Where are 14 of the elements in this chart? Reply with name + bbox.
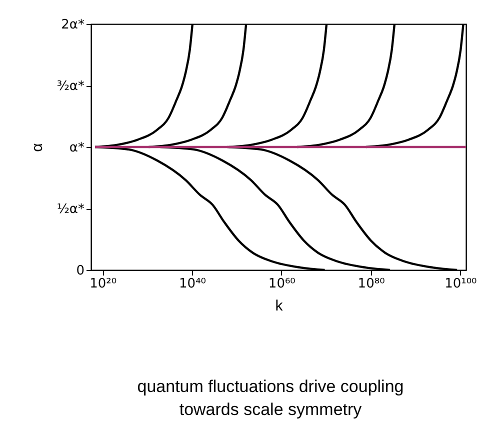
y-tick-label: ³⁄₂α* xyxy=(56,79,85,94)
y-axis-title: α xyxy=(28,142,46,152)
x-tick-label: 10¹⁰⁰ xyxy=(444,276,477,292)
text: quantum fluctuations drive coupling xyxy=(137,377,404,396)
text: towards scale symmetry xyxy=(179,400,362,419)
x-tick-label: 10⁴⁰ xyxy=(179,276,206,292)
x-axis-title: k xyxy=(275,298,284,314)
x-tick-label: 10²⁰ xyxy=(90,276,117,292)
y-tick-label: 2α* xyxy=(61,18,85,32)
x-tick-label: 10⁶⁰ xyxy=(268,276,296,292)
y-tick-label: ½α* xyxy=(56,202,85,217)
y-tick-label: 0 xyxy=(76,264,84,278)
y-tick-label: α* xyxy=(69,140,85,156)
x-tick-label: 10⁸⁰ xyxy=(358,276,385,292)
